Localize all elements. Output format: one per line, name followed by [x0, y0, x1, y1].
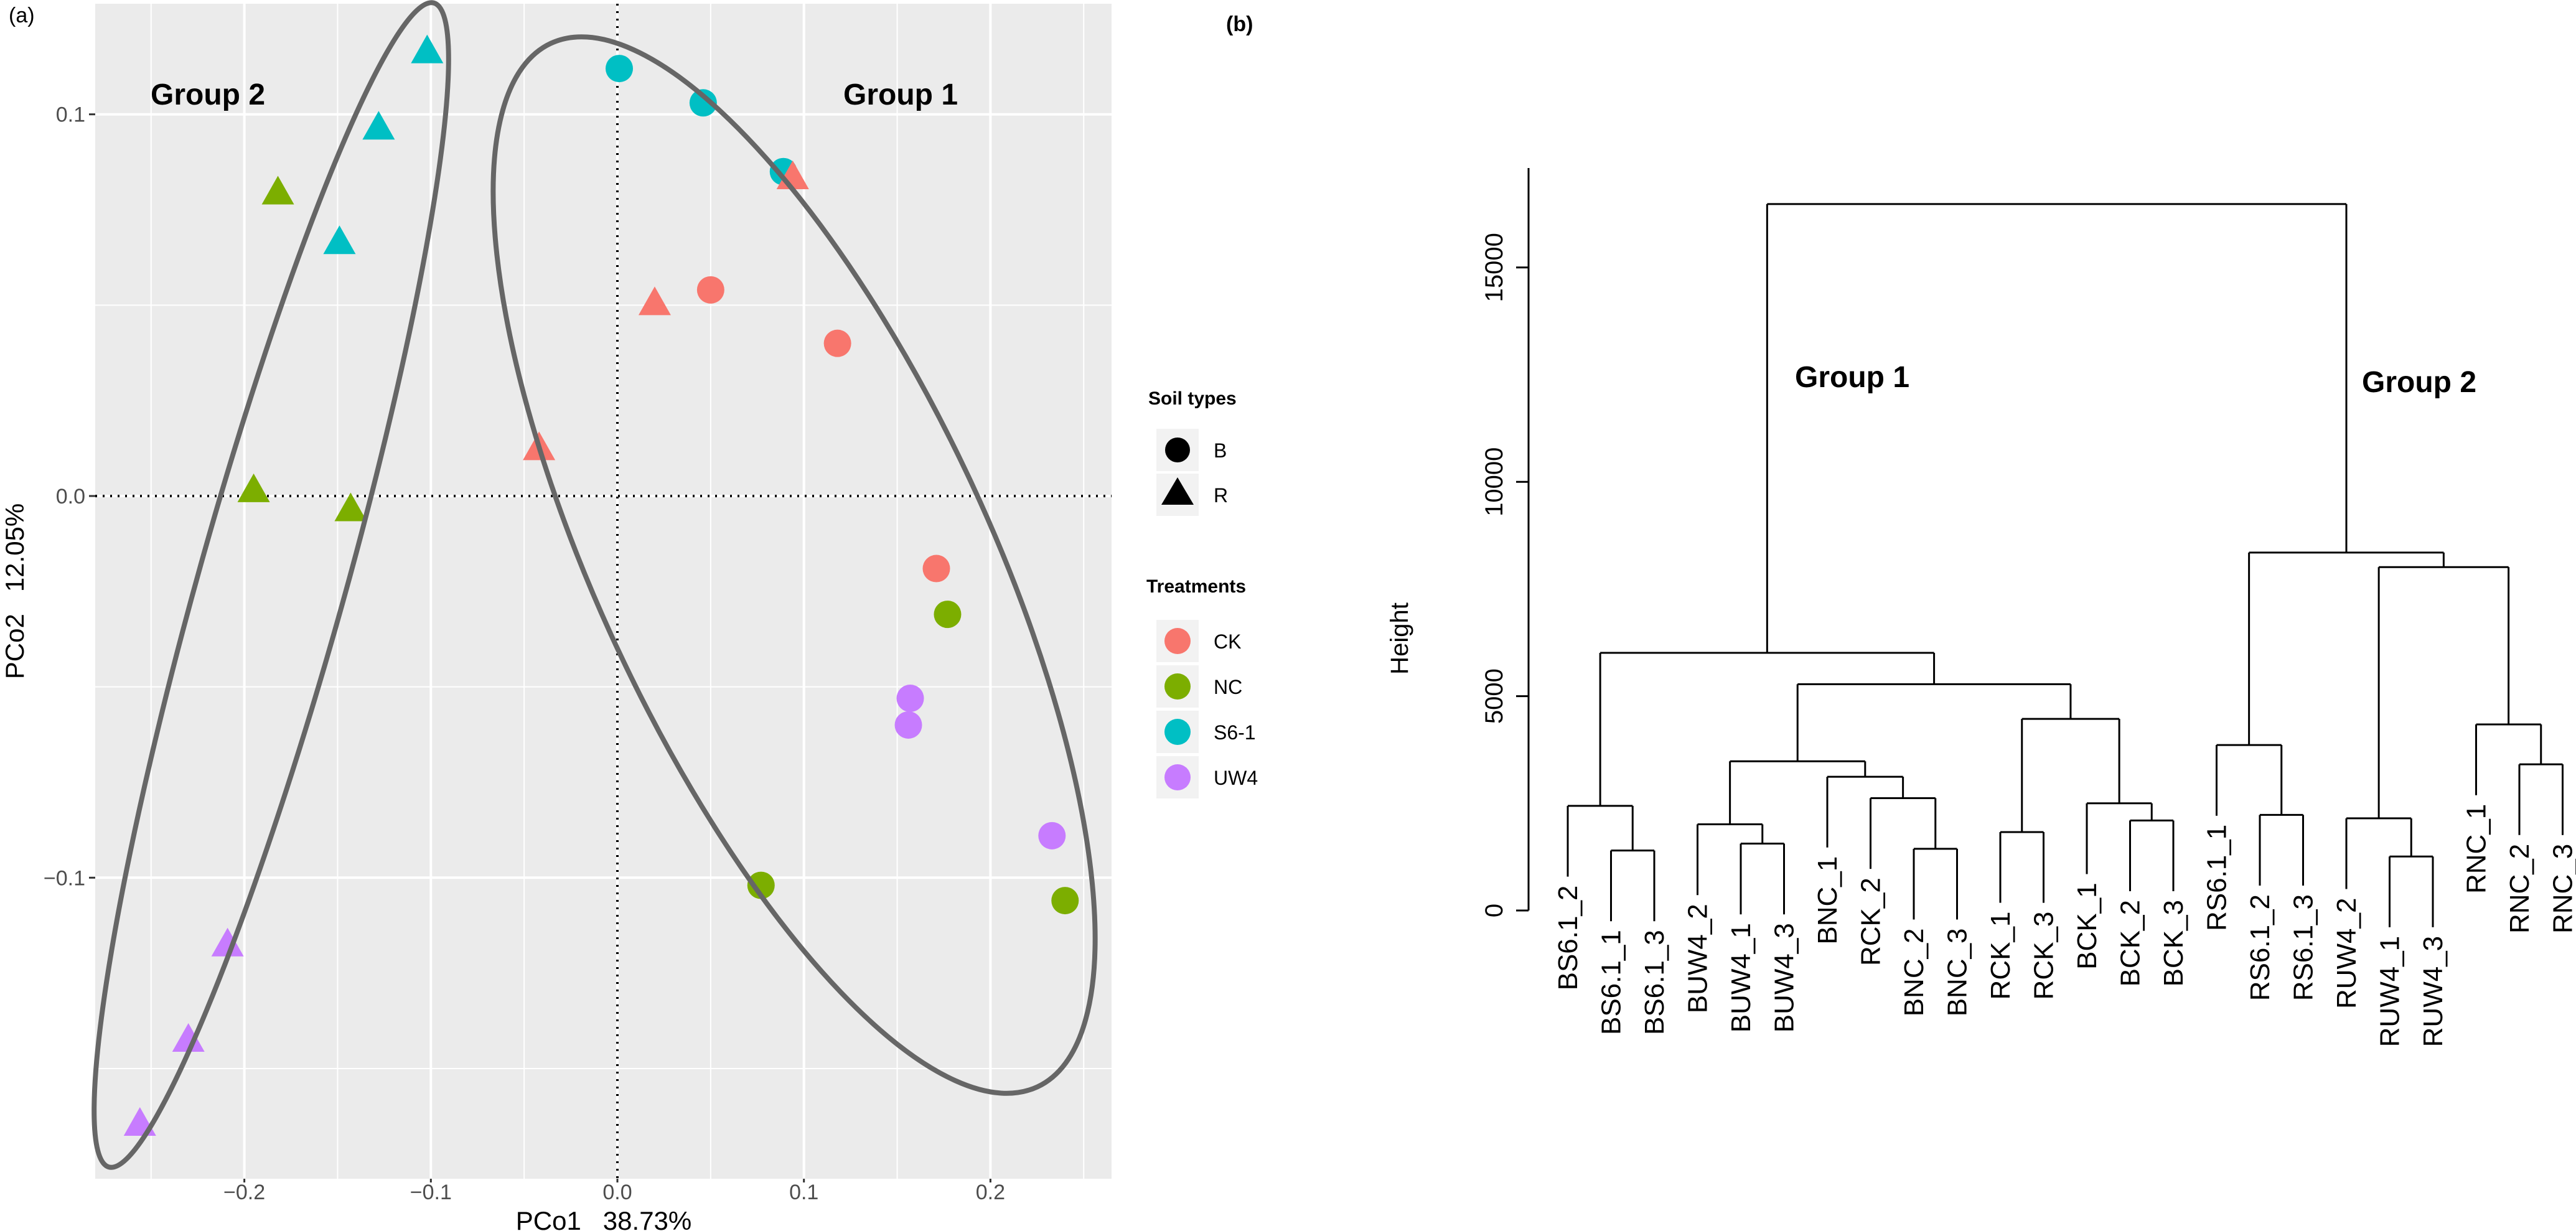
point-triangle-NC	[334, 492, 367, 522]
legend-label-treatment: UW4	[1214, 767, 1258, 789]
x-tick-label: −0.1	[410, 1181, 452, 1204]
point-circle-NC	[747, 871, 775, 899]
pcoa-legend: Soil types BR Treatments CK NC S6-1 UW4	[1146, 388, 1258, 798]
leaf-label: RNC_1	[2461, 804, 2492, 894]
leaf-label: RUW4_3	[2418, 936, 2448, 1047]
point-circle-CK	[823, 329, 851, 357]
legend-triangle-icon	[1161, 477, 1194, 505]
leaf-label: BCK_3	[2158, 900, 2189, 986]
legend-title-soil: Soil types	[1148, 388, 1237, 409]
group-2-label: Group 2	[151, 78, 265, 111]
pcoa-scatter-plot: −0.2 −0.1 0.0 0.1 0.2 −0.1 0.0 0.1 Group 2 Group …	[0, 0, 1112, 1231]
point-triangle-NC	[261, 176, 294, 205]
leaf-label: RUW4_1	[2375, 936, 2405, 1047]
point-circle-S6-1	[605, 55, 633, 83]
leaf-label: BNC_2	[1899, 928, 1929, 1016]
leaf-label: RCK_2	[1856, 878, 1886, 966]
plot-panel	[95, 4, 1112, 1179]
legend-label-soil: B	[1214, 439, 1227, 462]
y-tick-label: 0.1	[56, 103, 85, 127]
y-axis-title: PCo2 12.05%	[0, 503, 29, 680]
x-tick-label: 0.2	[976, 1181, 1005, 1204]
group-1-ellipse	[490, 34, 1098, 1096]
leaf-label: BNC_1	[1812, 856, 1843, 945]
leaf-label: BUW4_1	[1726, 923, 1756, 1032]
panel-label-b: (b)	[1226, 12, 1253, 36]
legend-label-treatment: CK	[1214, 630, 1241, 653]
point-circle-UW4	[896, 685, 924, 713]
leaf-label: RNC_3	[2548, 844, 2576, 934]
point-circle-CK	[696, 276, 724, 304]
group-1-label: Group 1	[843, 78, 958, 111]
legend-color-swatch	[1164, 764, 1191, 790]
y-tick-label: 15000	[1481, 233, 1508, 302]
group-2-ellipse	[91, 0, 451, 1170]
point-triangle-S6-1	[362, 111, 395, 140]
dendro-group-1-label: Group 1	[1795, 361, 1909, 394]
leaf-label: BCK_1	[2072, 882, 2102, 969]
leaf-label: RCK_3	[2029, 912, 2059, 1000]
leaf-label: BS6.1_2	[1553, 886, 1583, 991]
x-tick-label: −0.2	[223, 1181, 265, 1204]
leaf-label: RS6.1_2	[2245, 894, 2275, 1001]
leaf-label: BS6.1_3	[1639, 930, 1670, 1035]
x-tick-label: 0.0	[602, 1181, 632, 1204]
y-tick-label: −0.1	[44, 866, 85, 890]
panel-label-a: (a)	[9, 4, 35, 27]
leaf-label: BS6.1_1	[1596, 930, 1627, 1035]
legend-label-soil: R	[1214, 484, 1228, 507]
leaf-label: BCK_2	[2115, 900, 2146, 986]
leaf-label: BUW4_3	[1769, 923, 1800, 1032]
x-axis-title: PCo1 38.73%	[516, 1206, 692, 1231]
point-circle-S6-1	[689, 89, 717, 117]
leaf-label: RS6.1_1	[2202, 825, 2232, 931]
legend-title-treatments: Treatments	[1146, 576, 1246, 597]
legend-label-treatment: S6-1	[1214, 721, 1256, 744]
y-tick-label: 0	[1481, 904, 1508, 917]
legend-label-treatment: NC	[1214, 676, 1242, 698]
point-triangle-S6-1	[323, 225, 356, 255]
point-circle-UW4	[894, 711, 922, 739]
point-circle-UW4	[1038, 821, 1066, 850]
y-tick-label: 5000	[1481, 668, 1508, 724]
legend-color-swatch	[1164, 628, 1191, 654]
y-tick-label: 10000	[1481, 447, 1508, 517]
point-triangle-S6-1	[411, 34, 444, 63]
x-tick-label: 0.1	[789, 1181, 818, 1204]
cluster-dendrogram: 0 5000 10000 15000 Height BS6.1_2 BS6.1_1 BS6.1…	[1386, 168, 2576, 1047]
point-circle-CK	[922, 555, 950, 583]
leaf-label: RNC_2	[2504, 844, 2535, 934]
leaf-label: RCK_1	[1985, 912, 2016, 1000]
legend-color-swatch	[1164, 673, 1191, 700]
leaf-label: BNC_3	[1942, 928, 1973, 1016]
point-triangle-UW4	[172, 1023, 205, 1052]
leaf-label: RS6.1_3	[2288, 894, 2319, 1001]
point-triangle-NC	[237, 473, 270, 502]
legend-color-swatch	[1164, 719, 1191, 745]
leaf-label: BUW4_2	[1683, 904, 1713, 1013]
dendro-group-2-label: Group 2	[2362, 366, 2476, 399]
leaf-label: RUW4_2	[2331, 898, 2362, 1009]
point-triangle-UW4	[211, 927, 244, 957]
legend-circle-icon	[1165, 438, 1190, 462]
y-axis-title: Height	[1386, 602, 1413, 675]
point-triangle-CK	[638, 286, 671, 316]
point-circle-NC	[934, 601, 962, 629]
y-tick-label: 0.0	[56, 485, 85, 508]
point-circle-NC	[1051, 887, 1079, 915]
